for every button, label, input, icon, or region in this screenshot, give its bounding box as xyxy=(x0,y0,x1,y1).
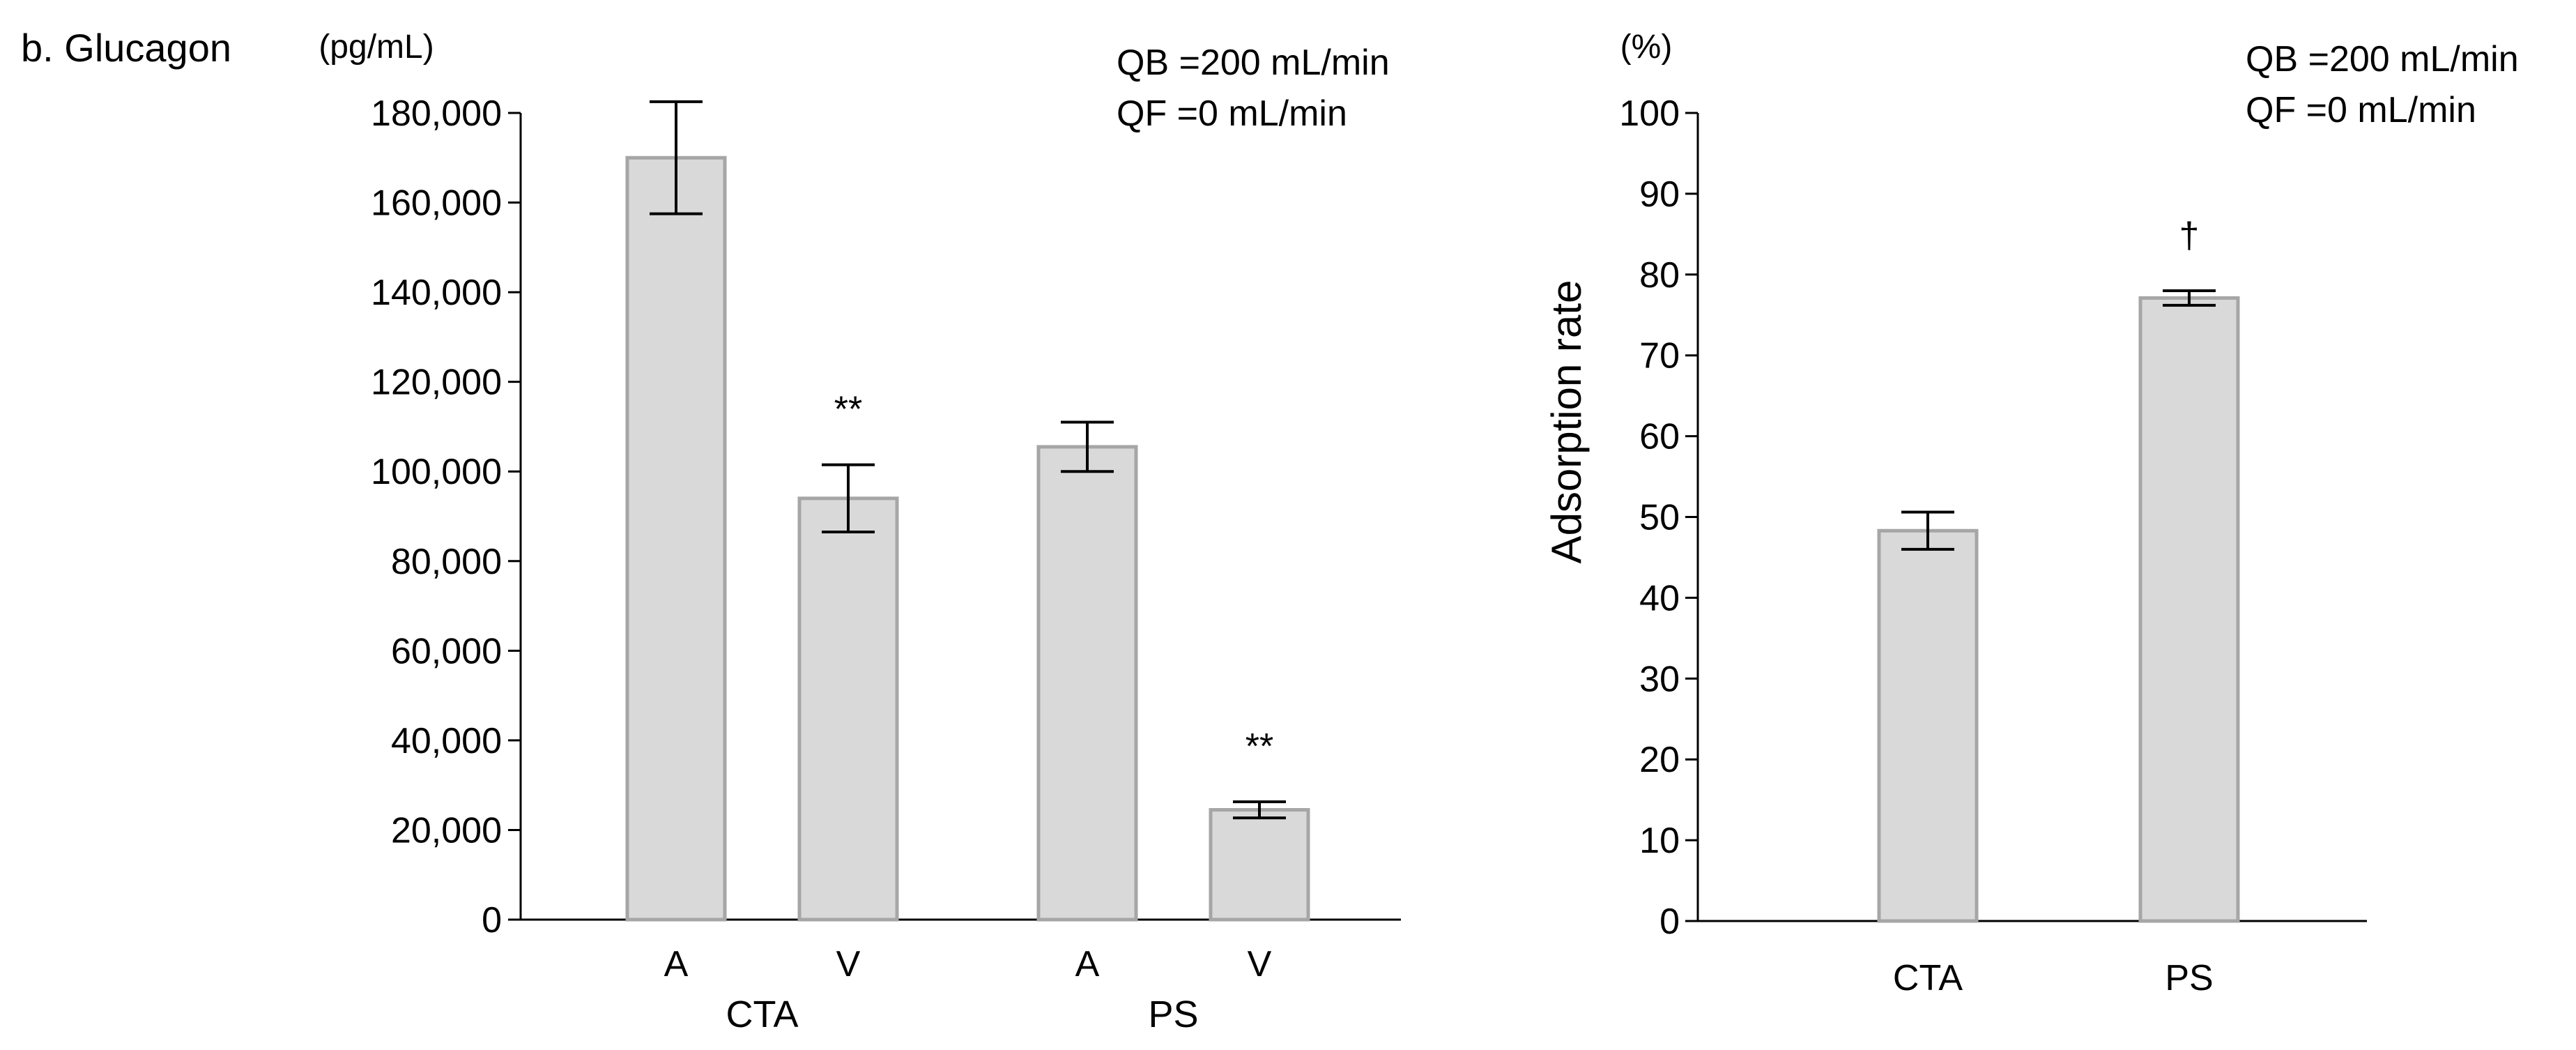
y-tick-label: 20,000 xyxy=(391,810,502,851)
x-tick-label: PS xyxy=(2165,958,2213,998)
bar xyxy=(1036,445,1138,922)
y-tick-label: 10 xyxy=(1639,821,1680,861)
significance-marker: ** xyxy=(1245,726,1273,767)
y-tick-label: 100 xyxy=(1619,93,1680,134)
significance-marker: ** xyxy=(834,390,862,430)
y-tick-label: 80 xyxy=(1639,255,1680,296)
y-tick-label: 0 xyxy=(482,900,502,941)
y-tick-label: 140,000 xyxy=(371,273,502,313)
group-label: CTA xyxy=(726,994,799,1035)
y-tick-label: 0 xyxy=(1659,901,1680,942)
x-tick-label: A xyxy=(664,944,689,984)
y-tick-label: 40 xyxy=(1639,578,1680,618)
x-tick-label: CTA xyxy=(1893,958,1963,998)
y-tick-label: 160,000 xyxy=(371,183,502,224)
y-tick-label: 60 xyxy=(1639,417,1680,457)
y-tick-label: 50 xyxy=(1639,498,1680,538)
y-tick-label: 90 xyxy=(1639,174,1680,215)
bar xyxy=(1877,528,1979,923)
y-axis-label: Adsorption rate xyxy=(1543,280,1590,564)
y-tick-label: 180,000 xyxy=(371,93,502,134)
bar xyxy=(625,155,727,922)
y-tick-label: 40,000 xyxy=(391,721,502,761)
bar xyxy=(797,496,899,922)
adsorption-rate-chart: 0 10 20 30 40 50 60 70 80 90 100 (%) Adsorption rate… xyxy=(1543,29,2519,998)
glucagon-concentration-chart: 0 20,000 40,000 60,000 80,000 100,000 120,000 1… xyxy=(319,29,1401,1035)
bar xyxy=(1209,808,1310,922)
unit-label: (pg/mL) xyxy=(319,29,434,66)
y-tick-label: 30 xyxy=(1639,659,1680,699)
condition-text: QB =200 mL/min xyxy=(2246,39,2519,79)
significance-marker: † xyxy=(2179,215,2200,256)
condition-text: QB =200 mL/min xyxy=(1117,43,1390,83)
group-label: PS xyxy=(1148,994,1198,1035)
y-tick-label: 100,000 xyxy=(371,452,502,492)
y-tick-label: 60,000 xyxy=(391,631,502,671)
condition-text: QF =0 mL/min xyxy=(2246,90,2476,130)
x-tick-label: A xyxy=(1075,944,1100,984)
y-tick-label: 70 xyxy=(1639,336,1680,376)
x-tick-label: V xyxy=(836,944,861,984)
y-tick-label: 20 xyxy=(1639,740,1680,780)
x-tick-label: V xyxy=(1248,944,1272,984)
panel-label: b. Glucagon xyxy=(21,26,231,70)
unit-label: (%) xyxy=(1620,29,1673,66)
condition-text: QF =0 mL/min xyxy=(1117,93,1347,134)
bar xyxy=(2138,296,2240,923)
y-tick-label: 80,000 xyxy=(391,542,502,582)
y-tick-label: 120,000 xyxy=(371,363,502,403)
